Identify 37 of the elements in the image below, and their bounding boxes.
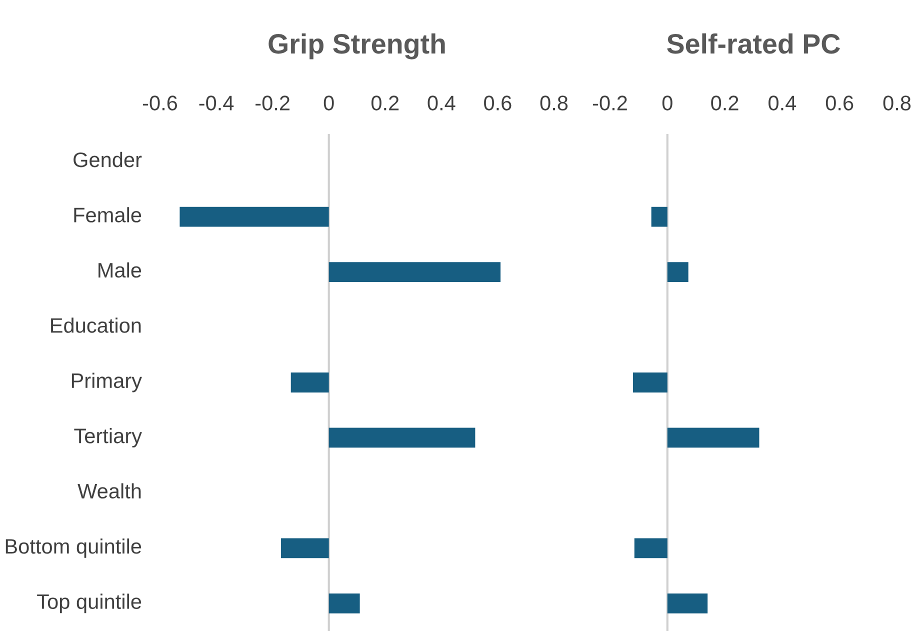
x-tick-label: 0.2: [711, 96, 738, 110]
y-tick-label: Bottom quintile: [6, 538, 142, 558]
bar: [667, 593, 708, 614]
bar: [651, 206, 668, 227]
y-tick-label: Female: [74, 207, 142, 222]
x-tick-label: 0: [662, 96, 672, 110]
x-tick-label: 0.4: [428, 96, 456, 110]
y-tick-label: Wealth: [78, 483, 141, 499]
x-tick-label: 0.8: [883, 96, 911, 110]
bar: [281, 538, 329, 558]
x-tick-label: -0.2: [256, 96, 290, 110]
x-tick-label: -0.2: [592, 96, 627, 110]
x-tick-label: 0: [324, 96, 334, 110]
y-tick-label: Tertiary: [74, 428, 142, 448]
y-tick-label: Education: [51, 318, 141, 333]
x-tick-label: -0.6: [142, 96, 178, 110]
bar: [632, 372, 668, 392]
bar: [290, 372, 329, 392]
bar: [667, 428, 760, 448]
y-tick-label: Male: [98, 262, 142, 278]
bar: [328, 428, 476, 448]
bar: [328, 262, 501, 282]
y-tick-label: Gender: [74, 152, 142, 168]
x-tick-label: 0.6: [484, 96, 512, 110]
bar: [634, 538, 668, 558]
chart-title: Self-rated PC: [667, 33, 840, 54]
x-tick-label: -0.4: [199, 96, 234, 110]
x-tick-label: 0.6: [826, 96, 854, 110]
chart-title: Grip Strength: [268, 33, 445, 60]
x-tick-label: 0.8: [540, 96, 568, 110]
bar: [180, 206, 329, 227]
x-tick-label: 0.2: [371, 96, 399, 110]
y-tick-label: Primary: [72, 372, 142, 392]
x-tick-label: 0.4: [768, 96, 796, 110]
y-tick-label: Top quintile: [37, 594, 142, 614]
bar: [667, 262, 688, 282]
bar: [328, 593, 360, 614]
